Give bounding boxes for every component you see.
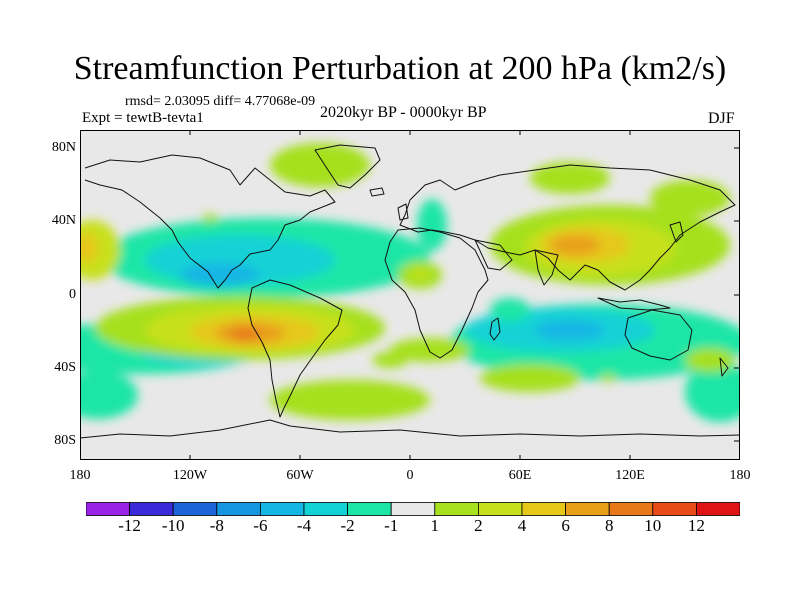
colorbar-label: 2 — [474, 516, 483, 535]
lat-label-80n: 80N — [51, 140, 76, 155]
colorbar-label: 1 — [430, 516, 440, 535]
colorbar-label: -2 — [340, 516, 355, 535]
colorbar-swatch — [652, 502, 697, 516]
season-label: DJF — [708, 110, 735, 127]
colorbar-swatch — [216, 502, 261, 516]
experiment-label: Expt = tewtB-tevta1 — [82, 110, 204, 126]
colorbar-swatch — [347, 502, 392, 516]
colorbar-swatch — [521, 502, 566, 516]
colorbar-swatch — [434, 502, 479, 516]
colorbar-label: 8 — [604, 516, 614, 535]
lon-label-60w: 60W — [286, 468, 314, 483]
colorbar-swatch — [477, 502, 523, 516]
lat-label-80s: 80S — [54, 433, 76, 448]
lon-label-180e: 180 — [729, 468, 751, 483]
colorbar — [86, 502, 740, 516]
period-label: 2020kyr BP - 0000kyr BP — [320, 104, 487, 121]
colorbar-swatch — [172, 502, 218, 516]
map-title: Streamfunction Perturbation at 200 hPa (… — [73, 50, 727, 87]
lon-label-60e: 60E — [508, 468, 532, 483]
colorbar-swatch — [565, 502, 610, 516]
coastlines — [80, 144, 740, 439]
lon-label-120e: 120E — [615, 468, 645, 483]
colorbar-label: 4 — [517, 516, 527, 535]
colorbar-label: -6 — [253, 516, 268, 535]
colorbar-swatch — [303, 502, 348, 516]
lat-label-40n: 40N — [51, 213, 76, 228]
colorbar-swatch — [696, 502, 740, 516]
colorbar-swatch — [129, 502, 174, 516]
colorbar-label: -1 — [384, 516, 399, 535]
colorbar-label: -8 — [209, 516, 224, 535]
colorbar-label: -10 — [161, 516, 185, 535]
colorbar-label: -4 — [296, 516, 312, 535]
lon-label-0: 0 — [406, 468, 414, 483]
field-contours — [80, 143, 740, 422]
colorbar-swatch — [608, 502, 654, 516]
lon-label-180w: 180 — [69, 468, 91, 483]
axis-ticks — [189, 130, 740, 460]
stats-text: rmsd= 2.03095 diff= 4.77068e-09 — [125, 94, 316, 109]
colorbar-swatch — [259, 502, 305, 516]
colorbar-label: 6 — [561, 516, 570, 535]
lat-label-eq: 0 — [69, 287, 76, 302]
lat-label-40s: 40S — [54, 360, 76, 375]
map-panel — [80, 130, 740, 460]
lon-label-120w: 120W — [172, 468, 208, 483]
colorbar-label: -12 — [118, 516, 141, 535]
colorbar-label: 12 — [687, 516, 705, 535]
colorbar-swatch — [86, 502, 130, 516]
colorbar-label: 10 — [644, 516, 662, 535]
colorbar-swatch — [390, 502, 436, 516]
